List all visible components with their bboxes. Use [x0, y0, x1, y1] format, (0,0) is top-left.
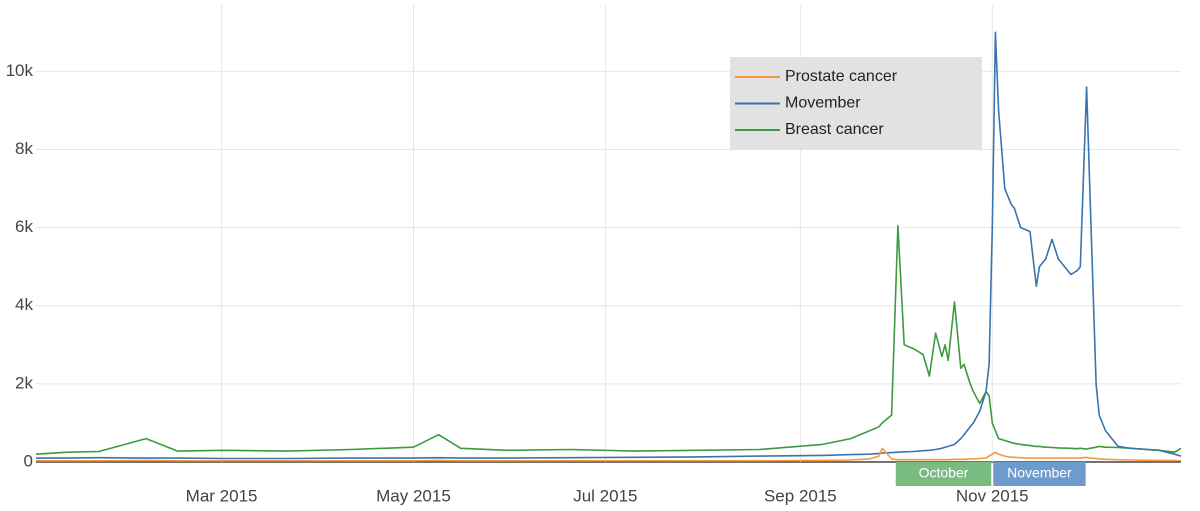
x-tick-label: Mar 2015: [186, 486, 258, 505]
y-tick-label: 8k: [15, 139, 33, 158]
y-tick-label: 10k: [6, 61, 34, 80]
y-tick-label: 4k: [15, 295, 33, 314]
legend-label: Prostate cancer: [785, 68, 898, 85]
legend: Prostate cancer Movember Breast cancer: [730, 57, 982, 150]
month-band: [895, 462, 992, 486]
x-tick-label: Sep 2015: [764, 486, 837, 505]
x-tick-label: Jul 2015: [573, 486, 637, 505]
month-label: November: [1007, 465, 1072, 481]
legend-label: Breast cancer: [785, 121, 884, 138]
y-tick-label: 0: [24, 451, 33, 470]
month-label: October: [919, 465, 969, 481]
series-line: [36, 447, 1182, 462]
y-tick-label: 6k: [15, 217, 33, 236]
series-line: [35, 224, 1182, 455]
month-band: [993, 462, 1086, 486]
x-tick-label: Nov 2015: [956, 486, 1029, 505]
series-line: [36, 31, 1182, 460]
x-tick-label: May 2015: [376, 486, 451, 505]
legend-label: Movember: [785, 95, 861, 112]
y-tick-label: 2k: [15, 373, 33, 392]
